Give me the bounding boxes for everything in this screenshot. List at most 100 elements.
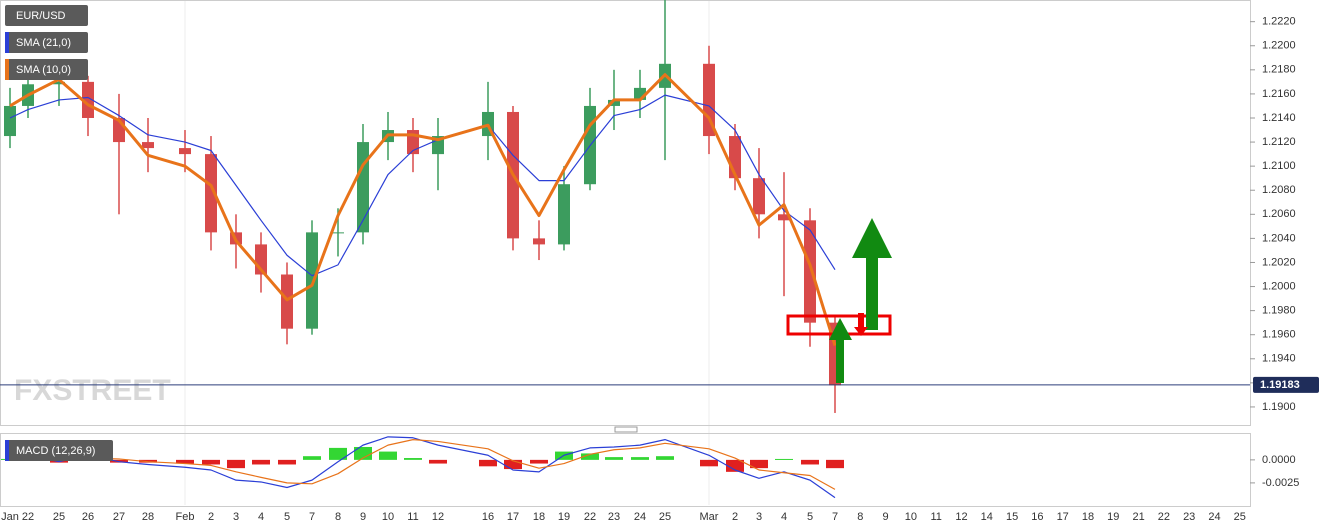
x-tick-label: 16 [1031,511,1043,523]
histogram-bar [202,459,220,465]
legend-swatch [5,59,9,80]
x-tick-label: 12 [432,511,444,523]
x-tick-label: 3 [233,511,239,523]
x-tick-label: 7 [309,511,315,523]
x-tick-label: 10 [905,511,917,523]
x-tick-label: 12 [955,511,967,523]
y-tick-label: -0.0025 [1262,477,1299,489]
candle-body [753,178,765,215]
x-tick-label: 8 [335,511,341,523]
histogram-bar [750,459,768,469]
x-tick-label: 3 [756,511,762,523]
y-tick-label: 1.1940 [1262,353,1296,365]
y-tick-label: 1.2100 [1262,160,1296,172]
histogram-bar [605,457,623,460]
histogram-bar [278,459,296,465]
candle-body [804,220,816,323]
x-tick-label: 22 [1158,511,1170,523]
candle-body [558,184,570,245]
histogram-bar [700,459,718,467]
candle-body [4,105,16,137]
candle-body [608,99,620,106]
candle-body [205,154,217,233]
histogram-bar [329,447,347,460]
x-tick-label: 23 [608,511,620,523]
y-tick-label: 1.2000 [1262,280,1296,292]
y-tick-label: 1.2040 [1262,232,1296,244]
x-tick-label: 18 [1082,511,1094,523]
panel-resizer[interactable] [614,426,638,433]
legend-label: SMA (10,0) [16,64,71,76]
y-tick-label: 1.2220 [1262,16,1296,28]
legend: EUR/USD SMA (21,0) SMA (10,0) MACD (12,26,9… [5,5,113,461]
arrow-up-large [852,218,892,330]
x-tick-label: 18 [533,511,545,523]
histogram-bar [303,456,321,460]
histogram-bar [775,458,793,460]
histogram-bar [404,458,422,460]
legend-swatch [5,440,9,461]
legend-box [5,440,113,461]
x-tick-label: 8 [857,511,863,523]
watermark: FXSTREET [14,374,171,407]
y-tick-label: 1.2180 [1262,64,1296,76]
x-tick-label: 22 [22,511,34,523]
x-tick-label: 25 [659,511,671,523]
candle-body [533,238,545,245]
x-tick-label: 24 [634,511,646,523]
y-tick-label: 1.2020 [1262,256,1296,268]
y-tick-label: 1.1900 [1262,401,1296,413]
y-tick-label: 1.1960 [1262,329,1296,341]
candle-body [357,142,369,233]
macd-layer: 0.0000 -0.0025 [1,436,1299,499]
candle-body [332,232,344,234]
x-tick-label: 25 [1234,511,1246,523]
histogram-bar [176,459,194,464]
last-price-badge [1253,376,1319,393]
legend-label: MACD (12,26,9) [16,445,95,457]
x-tick-label: 21 [1132,511,1144,523]
histogram-bar [252,459,270,465]
x-tick-label: 11 [930,511,941,523]
x-tick-label: Jan [1,511,19,523]
last-price-label: 1.19183 [1260,379,1300,391]
legend-box [5,5,88,26]
arrow-down [854,313,868,336]
histogram-bar [227,459,245,469]
histogram-bar [581,453,599,460]
x-tick-label: 10 [382,511,394,523]
histogram-bar [726,459,744,472]
histogram-bar [504,459,522,470]
legend-label: EUR/USD [16,10,66,22]
histogram-bar [631,457,649,460]
sma-line [9,94,836,277]
candle-body [179,148,191,155]
x-tick-label: 24 [1208,511,1220,523]
x-tick-label: Feb [176,511,195,523]
histogram-bar [530,459,548,464]
macd-line [9,436,836,499]
x-tick-label: 22 [584,511,596,523]
x-tick-label: 2 [732,511,738,523]
y-tick-label: 1.2080 [1262,184,1296,196]
x-tick-label: 17 [507,511,519,523]
x-tick-label: 2 [208,511,214,523]
y-tick-label: 1.2160 [1262,88,1296,100]
y-tick-label: 1.2060 [1262,208,1296,220]
x-tick-label: 19 [558,511,570,523]
price-panel [0,0,1251,426]
x-tick-label: 26 [82,511,94,523]
x-tick-label: 9 [360,511,366,523]
candle-body [306,232,318,329]
candle-body [281,274,293,329]
arrow-up-small [829,318,852,383]
x-tick-label: 11 [407,511,418,523]
x-tick-label: 27 [113,511,125,523]
x-tick-label: 15 [1006,511,1018,523]
histogram-bar [429,459,447,464]
x-tick-label: 4 [781,511,787,523]
histogram-bar [379,451,397,460]
x-tick-label: 19 [1107,511,1119,523]
x-tick-label: 17 [1057,511,1069,523]
